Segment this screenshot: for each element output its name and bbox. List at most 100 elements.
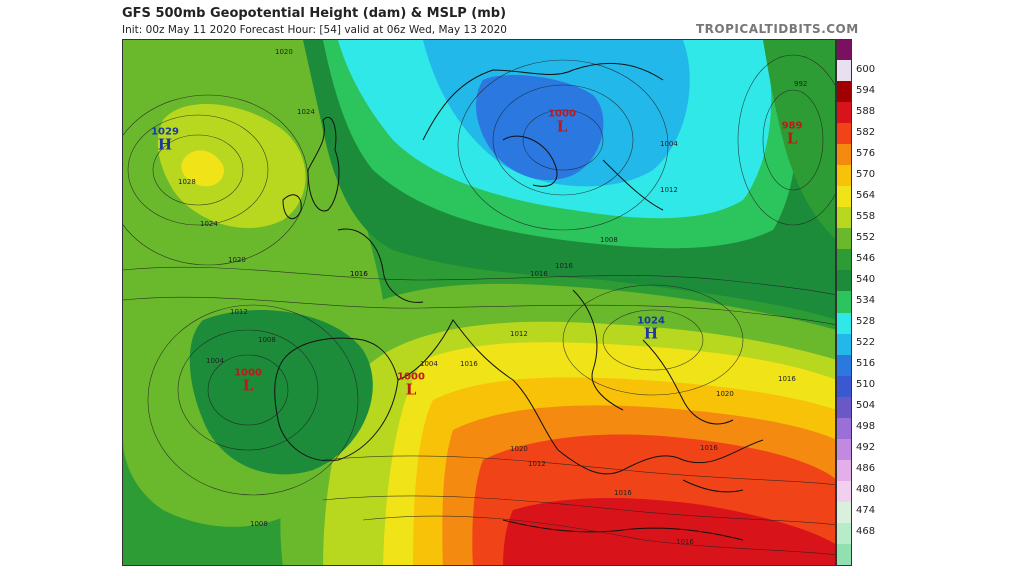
colorbar-tick-label: 576: [856, 147, 876, 159]
isobar-label: 1012: [230, 308, 248, 316]
pressure-value: 1000: [548, 108, 576, 120]
isobar-label: 1028: [178, 178, 196, 186]
colorbar-tick-label: 570: [856, 168, 876, 180]
isobar-label: 1004: [420, 360, 438, 368]
colorbar-swatch: [837, 312, 851, 335]
height-band-564-atlantic: [181, 150, 224, 187]
colorbar-tick-label: 552: [856, 231, 876, 243]
height-band-540-iberia: [189, 310, 373, 475]
colorbar-tick-label: 600: [856, 63, 876, 75]
pressure-system-low: 1000 L: [548, 108, 576, 136]
colorbar-tick-label: 534: [856, 294, 876, 306]
colorbar-tick-label: 474: [856, 505, 876, 517]
colorbar-swatch: [837, 501, 851, 524]
colorbar-swatch: [837, 207, 851, 229]
isobar-label: 1016: [700, 444, 718, 452]
isobar-label: 1020: [510, 445, 528, 453]
pressure-letter: L: [242, 376, 254, 395]
colorbar-swatch: [837, 417, 851, 440]
colorbar-swatch: [837, 165, 851, 187]
colorbar-swatch: [837, 228, 851, 250]
colorbar-tick-label: 480: [856, 484, 876, 496]
geopotential-height-field: [123, 40, 835, 565]
colorbar-swatch: [837, 249, 851, 271]
colorbar-swatch: [837, 60, 851, 82]
colorbar-swatch: [837, 186, 851, 208]
colorbar-tick-label: 504: [856, 400, 876, 412]
colorbar-swatch: [837, 144, 851, 166]
pressure-letter: L: [786, 129, 798, 148]
isobar-label: 1008: [258, 336, 276, 344]
pressure-value: 1000: [234, 367, 262, 379]
isobar-label: 1012: [510, 330, 528, 338]
colorbar-tick-label: 516: [856, 358, 876, 370]
map-title: GFS 500mb Geopotential Height (dam) & MS…: [122, 6, 507, 21]
pressure-value: 1024: [637, 315, 665, 327]
colorbar-tick-label: 546: [856, 252, 876, 264]
height-band-516-baltic: [476, 75, 604, 181]
colorbar-tick-label: 558: [856, 210, 876, 222]
isobar-label: 1024: [297, 108, 315, 116]
map-subtitle: Init: 00z May 11 2020 Forecast Hour: [54…: [122, 24, 507, 36]
isobar-label: 1016: [350, 270, 368, 278]
isobars: [123, 54, 835, 556]
pressure-system-low: 1000 L: [234, 367, 262, 395]
colorbar-swatch: [837, 354, 851, 377]
brand-watermark: TROPICALTIDBITS.COM: [696, 22, 859, 36]
colorbar-swatch: [837, 123, 851, 145]
pressure-letter: H: [157, 135, 173, 154]
colorbar-swatch: [837, 291, 851, 313]
isobar-label: 1016: [350, 270, 368, 278]
colorbar-tick-label: 468: [856, 526, 876, 538]
colorbar-tick-label: 492: [856, 442, 876, 454]
isobar-label: 992: [794, 80, 808, 88]
pressure-value: 1000: [397, 371, 425, 383]
colorbar-swatch: [837, 480, 851, 503]
pressure-letter: L: [405, 380, 417, 399]
weather-map: [122, 39, 836, 566]
colorbar-tick-label: 486: [856, 463, 876, 475]
colorbar-swatch: [837, 522, 851, 545]
isobar-label: 1020: [275, 48, 293, 56]
pressure-value: 1029: [151, 126, 179, 138]
isobar-label: 1004: [206, 357, 224, 365]
colorbar-tick-label: 564: [856, 189, 876, 201]
colorbar-swatch: [837, 102, 851, 124]
isobar-label: 1004: [660, 140, 678, 148]
colorbar-tick-label: 528: [856, 316, 876, 328]
isobar-label: 1016: [460, 360, 478, 368]
colorbar-swatch: [837, 333, 851, 356]
isobar-label: 1016: [614, 489, 632, 497]
colorbar-swatch: [837, 270, 851, 292]
isobar-label: 1016: [778, 375, 796, 383]
isobar-label: 1020: [716, 390, 734, 398]
colorbar-tick-label: 582: [856, 126, 876, 138]
color-scale-bar: [836, 39, 852, 566]
pressure-letter: H: [643, 324, 659, 343]
colorbar-tick-label: 498: [856, 421, 876, 433]
pressure-letter: L: [556, 117, 568, 136]
colorbar-swatch: [837, 543, 851, 566]
pressure-system-high: 1024 H: [637, 315, 665, 343]
pressure-system-low: 1000 L: [397, 371, 425, 399]
colorbar-tick-label: 522: [856, 337, 876, 349]
colorbar-swatch-top: [837, 40, 851, 60]
isobar-label: 1012: [528, 460, 546, 468]
colorbar-swatch: [837, 459, 851, 482]
colorbar-swatch: [837, 438, 851, 461]
height-band-546-east: [763, 40, 835, 239]
isobar-label: 1008: [600, 236, 618, 244]
pressure-system-high: 1029 H: [151, 126, 179, 154]
colorbar-swatch: [837, 81, 851, 103]
colorbar-tick-label: 594: [856, 84, 876, 96]
isobar-label: 1024: [200, 220, 218, 228]
colorbar-tick-label: 510: [856, 379, 876, 391]
colorbar-swatch: [837, 375, 851, 398]
colorbar-tick-label: 588: [856, 105, 876, 117]
colorbar-tick-label: 540: [856, 273, 876, 285]
isobar-label: 1012: [660, 186, 678, 194]
pressure-value: 989: [781, 120, 803, 132]
isobar-label: 1016: [676, 538, 694, 546]
coastlines: [274, 62, 764, 541]
isobar-label: 1020: [228, 256, 246, 264]
